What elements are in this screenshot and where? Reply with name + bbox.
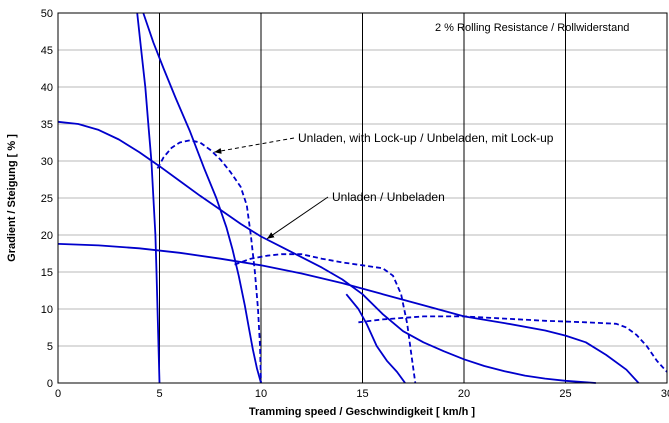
x-tick-label: 20 <box>458 388 470 400</box>
y-tick-label: 20 <box>41 230 53 242</box>
series-line-3 <box>136 12 161 384</box>
annotation-arrow <box>266 196 329 240</box>
y-tick-label: 35 <box>41 119 53 131</box>
x-tick-label: 15 <box>356 388 368 400</box>
y-tick-label: 50 <box>41 8 53 20</box>
y-tick-label: 30 <box>41 156 53 168</box>
x-tick-label: 0 <box>55 388 61 400</box>
annotations: Unladen, with Lock-up / Unbeladen, mit L… <box>214 131 554 240</box>
series-line-5 <box>345 293 406 384</box>
y-tick-label: 40 <box>41 82 53 94</box>
annotation-arrow <box>214 137 295 154</box>
y-tick-label: 15 <box>41 267 53 279</box>
y-tick-label: 45 <box>41 45 53 57</box>
y-tick-labels: 0 5 10 15 20 25 30 35 40 45 50 <box>41 8 53 390</box>
series-lines <box>57 12 668 384</box>
y-tick-label: 10 <box>41 304 53 316</box>
x-tick-label: 25 <box>559 388 571 400</box>
x-tick-label: 10 <box>255 388 267 400</box>
series-line-2 <box>57 243 640 384</box>
series-line-1 <box>57 120 596 384</box>
x-tick-labels: 0 5 10 15 20 25 30 <box>55 388 669 400</box>
series-line-7 <box>234 253 417 384</box>
series-line-4 <box>142 12 262 384</box>
rolling-resistance-note: 2 % Rolling Resistance / Rollwiderstand <box>435 22 629 34</box>
y-axis-title: Gradient / Steigung [ % ] <box>6 134 18 262</box>
series-line-6 <box>156 139 262 384</box>
x-axis-title: Tramming speed / Geschwindigkeit [ km/h … <box>249 406 475 418</box>
y-tick-label: 0 <box>47 378 53 390</box>
annotation-label: Unladen, with Lock-up / Unbeladen, mit L… <box>298 131 554 145</box>
plot-frame <box>57 12 668 384</box>
series-line-8 <box>358 315 668 373</box>
x-tick-label: 30 <box>661 388 669 400</box>
x-tick-label: 5 <box>156 388 162 400</box>
y-tick-label: 25 <box>41 193 53 205</box>
annotation-label: Unladen / Unbeladen <box>332 190 445 204</box>
y-tick-label: 5 <box>47 341 53 353</box>
